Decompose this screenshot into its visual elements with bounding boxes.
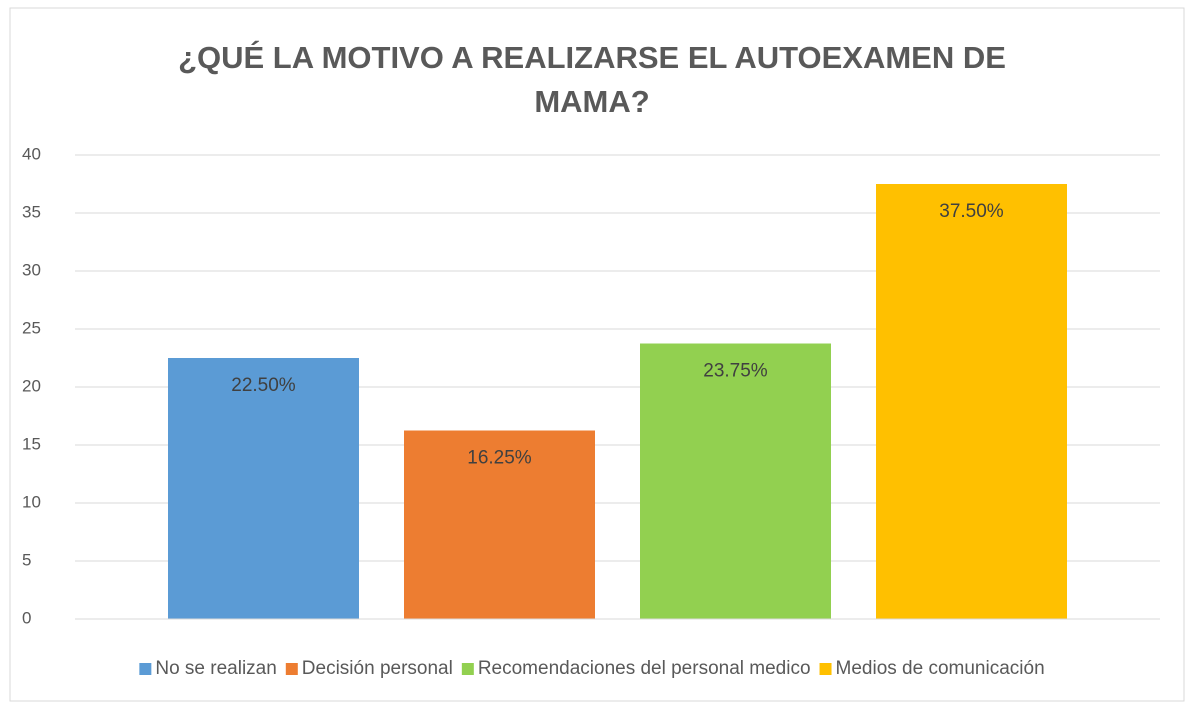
y-tick-label: 40 xyxy=(22,144,41,163)
bar xyxy=(640,343,831,619)
y-tick-label: 15 xyxy=(22,434,41,453)
y-tick-label: 20 xyxy=(22,376,41,395)
data-label: 23.75% xyxy=(703,361,768,382)
bar xyxy=(404,430,595,619)
chart-title: ¿QUÉ LA MOTIVO A REALIZARSE EL AUTOEXAME… xyxy=(178,40,1006,119)
y-tick-label: 5 xyxy=(22,550,31,569)
y-tick-label: 10 xyxy=(22,492,41,511)
legend-swatch xyxy=(461,663,474,675)
data-label: 16.25% xyxy=(467,448,532,469)
legend-label: Medios de comunicación xyxy=(836,658,1045,679)
legend-swatch xyxy=(819,663,832,675)
title-line: ¿QUÉ LA MOTIVO A REALIZARSE EL AUTOEXAME… xyxy=(178,40,1006,75)
y-tick-label: 35 xyxy=(22,202,41,221)
legend-label: Recomendaciones del personal medico xyxy=(478,658,811,679)
data-label: 22.50% xyxy=(231,375,296,396)
legend-swatch xyxy=(139,663,152,675)
y-tick-label: 30 xyxy=(22,260,41,279)
title-line: MAMA? xyxy=(534,84,649,119)
data-label: 37.50% xyxy=(939,201,1004,222)
legend-label: No se realizan xyxy=(155,658,276,679)
y-tick-label: 25 xyxy=(22,318,41,337)
legend-swatch xyxy=(285,663,298,675)
bar xyxy=(876,184,1067,619)
bar xyxy=(168,358,359,619)
legend-label: Decisión personal xyxy=(302,658,453,679)
y-tick-label: 0 xyxy=(22,608,31,627)
